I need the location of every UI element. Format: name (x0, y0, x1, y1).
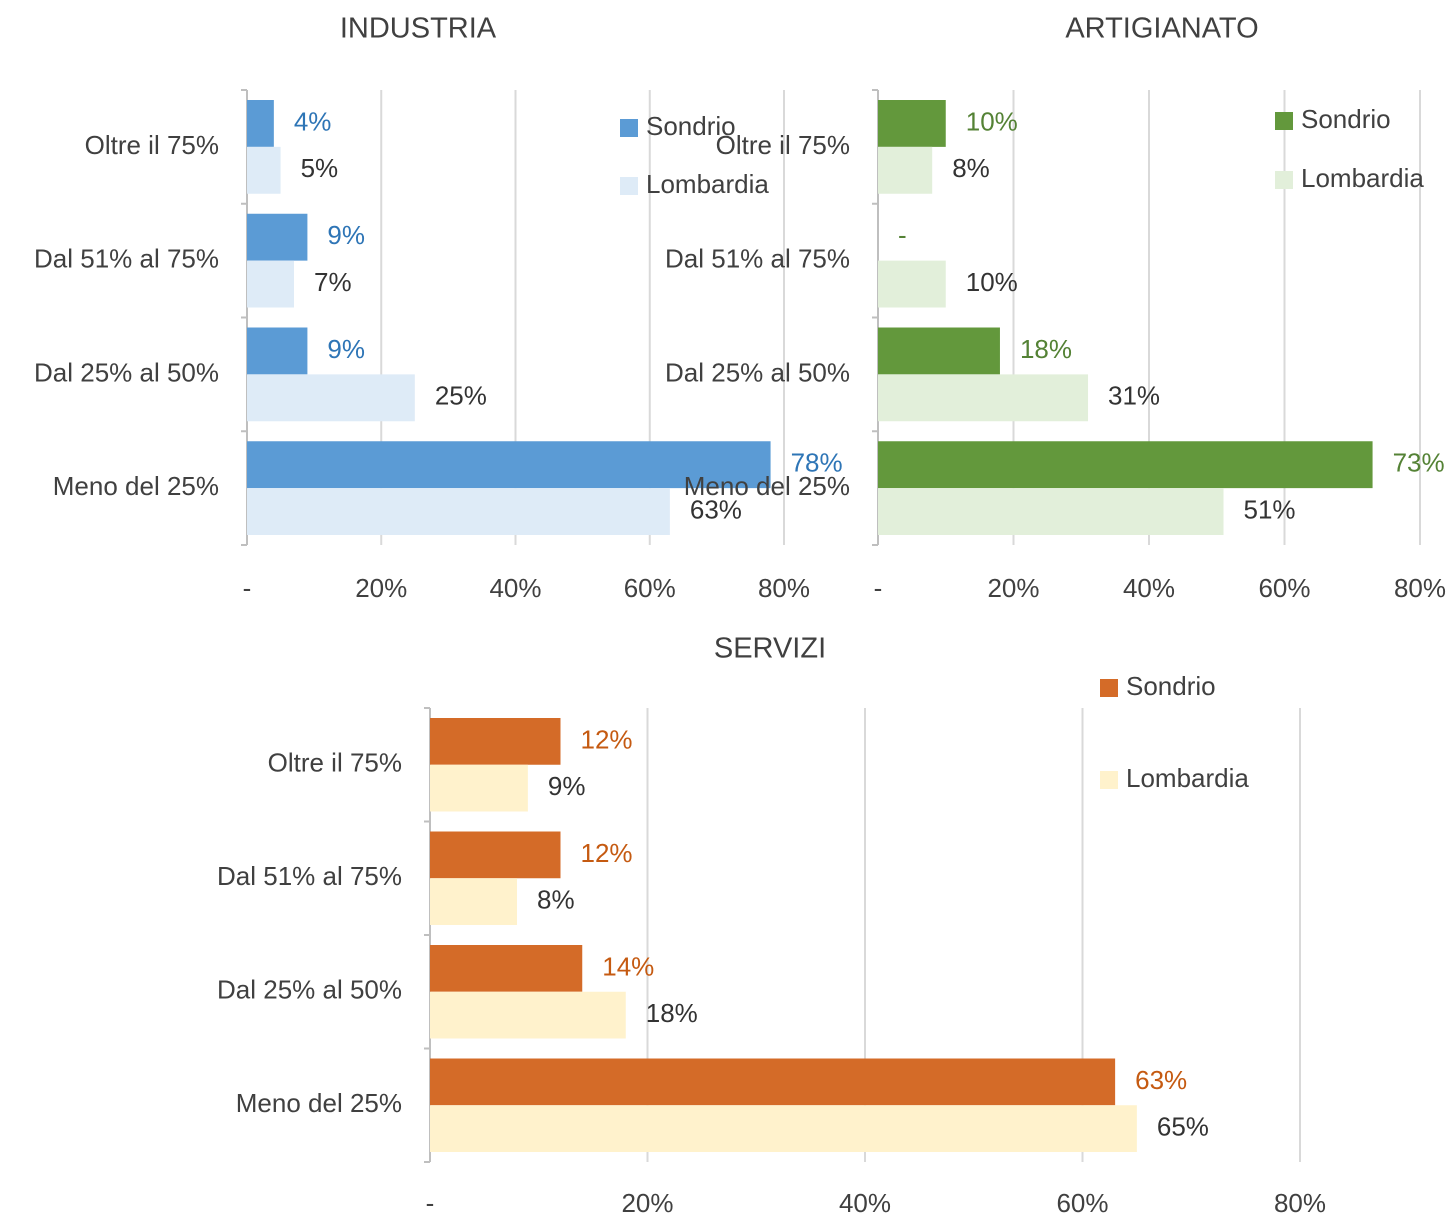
legend-label: Lombardia (1126, 763, 1249, 793)
bar (247, 260, 294, 308)
data-label: 51% (1244, 494, 1296, 524)
y-tick-label: Dal 51% al 75% (217, 861, 402, 891)
x-tick-label: 20% (987, 573, 1039, 603)
data-label: 12% (581, 724, 633, 754)
data-label: 31% (1108, 381, 1160, 411)
x-tick-label: 40% (489, 573, 541, 603)
bar (878, 260, 946, 308)
data-label: 78% (791, 448, 843, 478)
y-tick-label: Oltre il 75% (716, 130, 850, 160)
y-tick-label: Dal 51% al 75% (34, 244, 219, 274)
data-label: 63% (690, 494, 742, 524)
data-label: 8% (537, 885, 575, 915)
legend-swatch (620, 119, 638, 137)
chart-title: INDUSTRIA (340, 13, 497, 45)
bar (430, 1105, 1137, 1152)
bar (247, 441, 771, 489)
data-label: 12% (581, 838, 633, 868)
bar (430, 831, 561, 879)
bar (247, 327, 308, 375)
bar (430, 878, 517, 925)
legend-swatch (1100, 679, 1118, 697)
bar (878, 441, 1373, 489)
y-tick-label: Meno del 25% (236, 1088, 402, 1118)
bar (878, 327, 1000, 375)
legend-swatch (620, 177, 638, 195)
legend-swatch (1275, 171, 1293, 189)
bar (247, 488, 670, 535)
data-label: 9% (548, 771, 586, 801)
bar (430, 991, 626, 1039)
bar (878, 100, 946, 147)
data-label: 63% (1135, 1065, 1187, 1095)
bar (878, 374, 1089, 422)
data-label: 10% (966, 106, 1018, 136)
x-tick-label: 40% (1123, 573, 1175, 603)
legend-label: Sondrio (646, 111, 736, 141)
data-label: 5% (301, 153, 339, 183)
data-label: 73% (1393, 448, 1445, 478)
data-label: 8% (952, 153, 990, 183)
y-tick-label: Dal 51% al 75% (665, 244, 850, 274)
x-tick-label: 80% (1274, 1188, 1326, 1218)
chart-title: ARTIGIANATO (1065, 13, 1258, 45)
data-label: 9% (327, 334, 365, 364)
x-tick-label: - (243, 573, 252, 603)
data-label: 18% (1020, 334, 1072, 364)
x-tick-label: 60% (1056, 1188, 1108, 1218)
y-tick-label: Dal 25% al 50% (665, 357, 850, 387)
bar (247, 213, 308, 261)
data-label: - (898, 220, 907, 250)
y-tick-label: Dal 25% al 50% (217, 975, 402, 1005)
x-tick-label: 40% (839, 1188, 891, 1218)
data-label: 25% (435, 381, 487, 411)
legend-label: Lombardia (646, 169, 769, 199)
chart-title: SERVIZI (714, 633, 826, 665)
x-tick-label: 20% (621, 1188, 673, 1218)
x-tick-label: 20% (355, 573, 407, 603)
bar (430, 718, 561, 765)
legend-swatch (1275, 112, 1293, 130)
legend-label: Sondrio (1301, 104, 1391, 134)
legend-label: Sondrio (1126, 671, 1216, 701)
y-tick-label: Oltre il 75% (268, 748, 402, 778)
bar (247, 374, 415, 422)
data-label: 10% (966, 267, 1018, 297)
data-label: 9% (327, 220, 365, 250)
y-tick-label: Meno del 25% (53, 471, 219, 501)
y-tick-label: Meno del 25% (684, 471, 850, 501)
legend-swatch (1100, 771, 1118, 789)
data-label: 14% (602, 951, 654, 981)
data-label: 18% (646, 998, 698, 1028)
bar (247, 146, 281, 194)
x-tick-label: - (426, 1188, 435, 1218)
data-label: 7% (314, 267, 352, 297)
bar (878, 488, 1224, 535)
y-tick-label: Oltre il 75% (85, 130, 219, 160)
bar (430, 764, 528, 812)
bar (878, 146, 933, 194)
data-label: 4% (294, 106, 332, 136)
x-tick-label: 60% (1258, 573, 1310, 603)
bar (430, 945, 583, 992)
data-label: 65% (1157, 1112, 1209, 1142)
x-tick-label: - (874, 573, 883, 603)
x-tick-label: 60% (624, 573, 676, 603)
bar (430, 1058, 1116, 1106)
y-tick-label: Dal 25% al 50% (34, 357, 219, 387)
legend-label: Lombardia (1301, 163, 1424, 193)
bar (247, 100, 274, 147)
x-tick-label: 80% (758, 573, 810, 603)
x-tick-label: 80% (1394, 573, 1446, 603)
